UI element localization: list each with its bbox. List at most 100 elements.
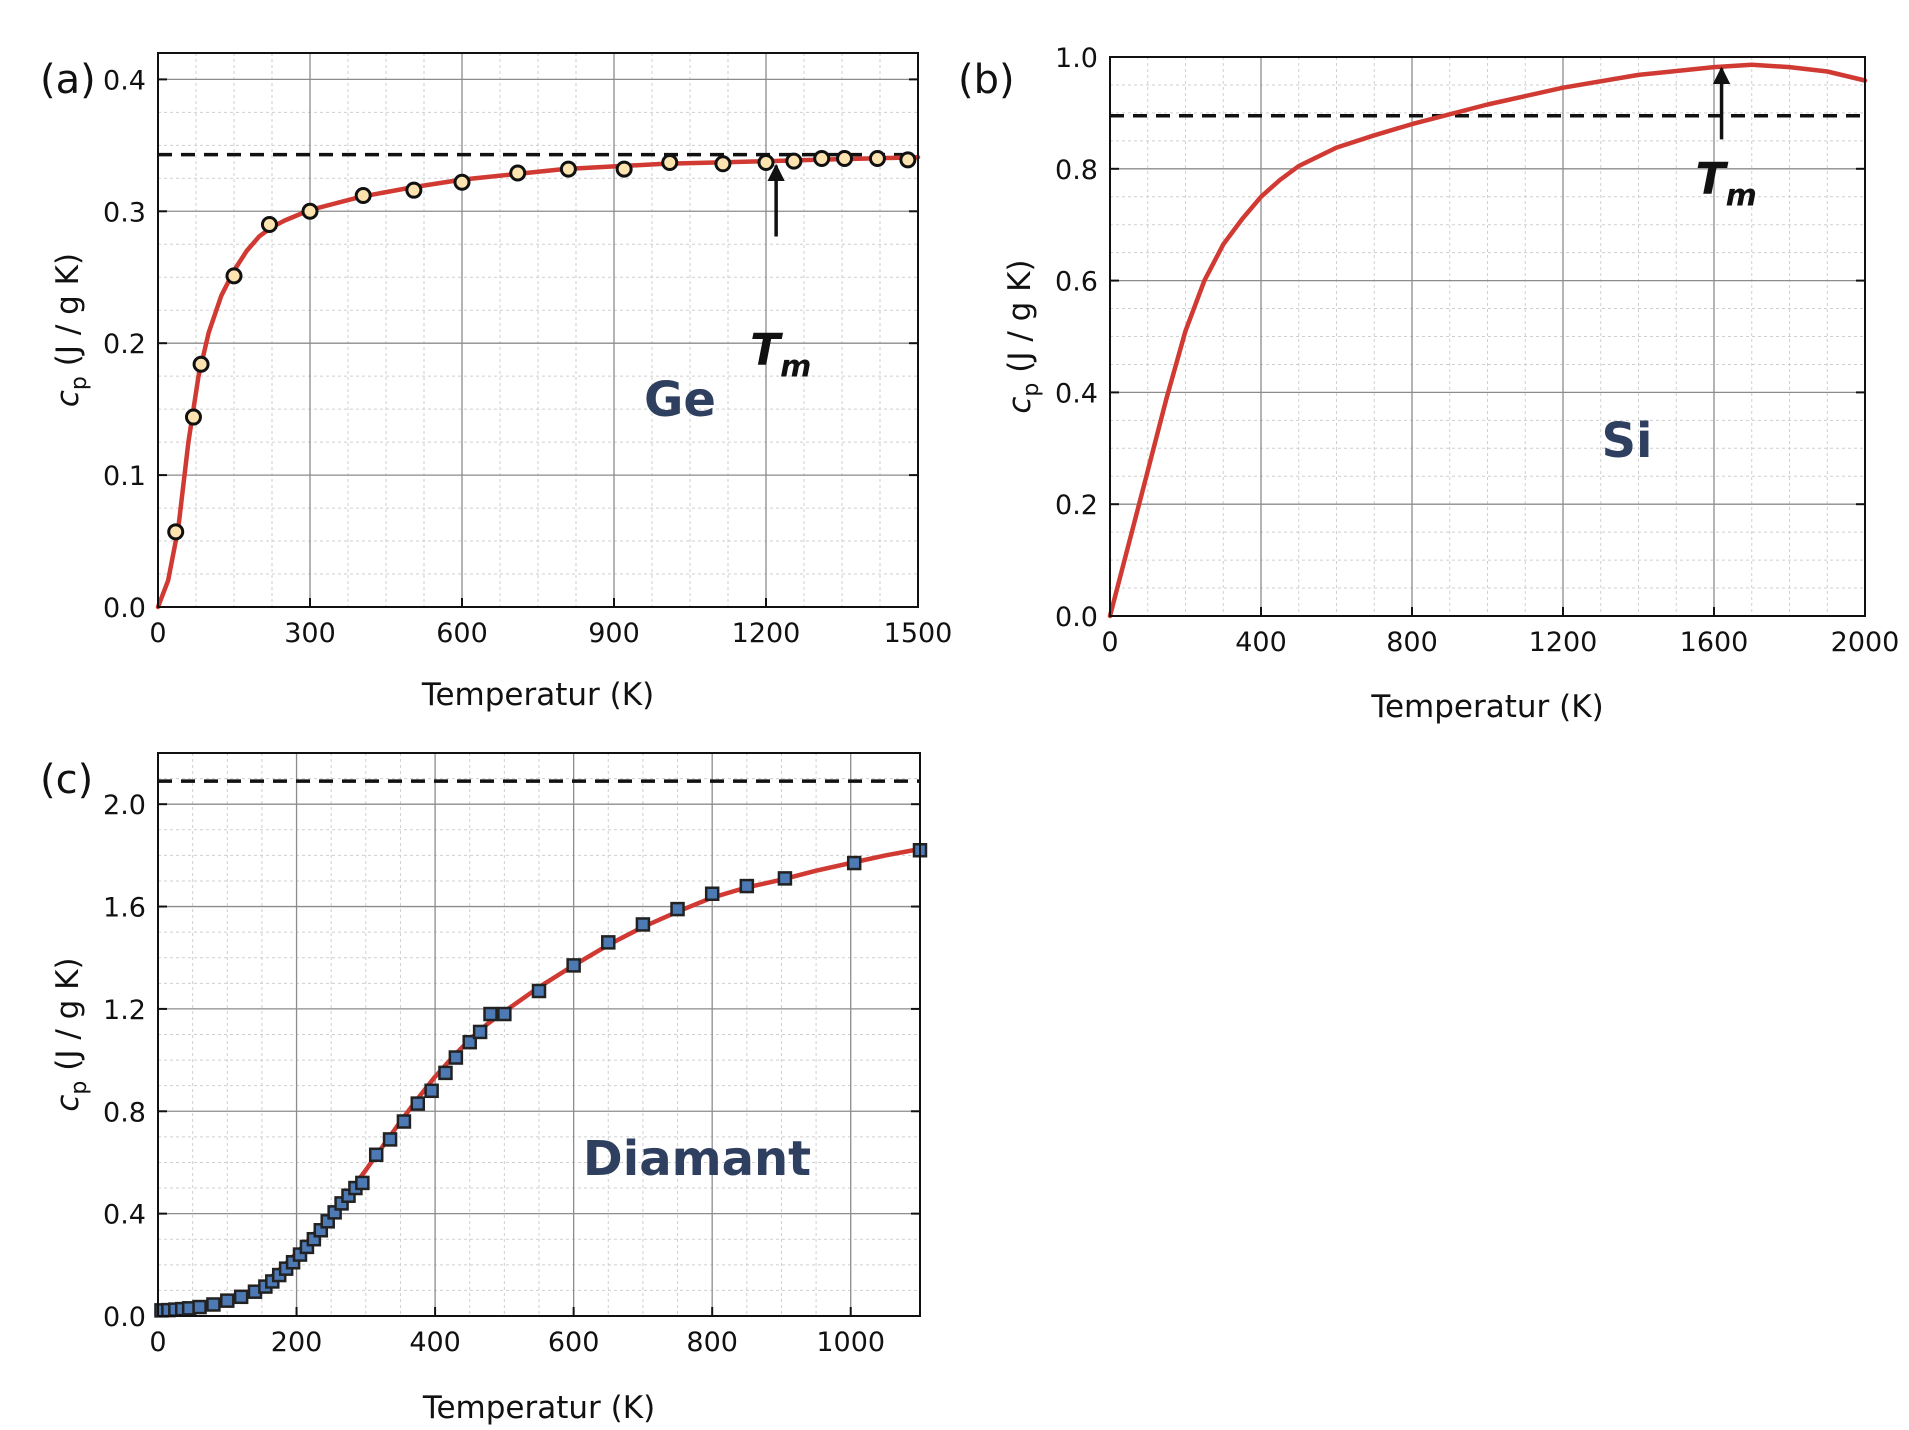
x-tick-label: 800 — [686, 1327, 738, 1358]
x-tick-label: 0 — [1101, 627, 1118, 658]
y-tick-label: 1.6 — [103, 893, 146, 924]
data-point — [167, 523, 185, 541]
panel-label: (b) — [958, 57, 1015, 103]
x-tick-label: 800 — [1386, 627, 1438, 658]
x-tick-label: 1600 — [1680, 627, 1749, 658]
y-tick-label: 0.2 — [103, 329, 146, 360]
y-tick-label: 0.0 — [1055, 602, 1098, 633]
x-tick-label: 600 — [548, 1327, 600, 1358]
chart-si: Tm 0 400 800 1200 1600 2000 0.0 0.2 0.4 0.6 0.8 1.0 T… — [958, 43, 1899, 725]
measured-points — [154, 842, 928, 1318]
tm-label: Tm — [1696, 153, 1757, 213]
data-point — [661, 153, 679, 171]
data-point — [601, 935, 616, 950]
data-point — [206, 1297, 221, 1312]
x-tick-label: 200 — [271, 1327, 323, 1358]
data-point — [813, 150, 831, 168]
data-point — [396, 1114, 412, 1129]
y-tick-label: 0.4 — [103, 65, 146, 96]
y-tick-label: 0.4 — [1055, 378, 1098, 409]
chart-diamant: 0 200 400 600 800 1000 0.0 0.4 0.8 1.2 1.6 2.0 Tempe… — [40, 752, 928, 1426]
panel-label: (a) — [40, 57, 96, 103]
y-tick-label: 0.3 — [103, 197, 146, 228]
tm-label: Tm — [750, 324, 811, 384]
data-point — [405, 181, 423, 199]
x-tick-label: 900 — [588, 618, 640, 649]
data-point — [354, 186, 372, 204]
y-tick-label: 2.0 — [103, 790, 146, 821]
data-point — [497, 1006, 512, 1022]
plot-frame — [157, 52, 919, 608]
data-point — [868, 150, 886, 168]
y-tick-label: 0.0 — [103, 593, 146, 624]
y-tick-label: 0.2 — [1055, 490, 1098, 521]
y-axis-label: cp (J / g K) — [50, 957, 92, 1111]
y-tick-label: 1.0 — [1055, 43, 1098, 74]
minor-grid — [158, 753, 920, 1316]
x-tick-label: 1500 — [884, 618, 953, 649]
data-point — [424, 1083, 439, 1099]
minor-grid — [158, 53, 918, 607]
data-point — [260, 215, 278, 233]
data-point — [531, 983, 547, 999]
data-point — [462, 1034, 477, 1050]
measured-points — [167, 150, 917, 541]
x-tick-label: 1200 — [732, 618, 801, 649]
panel-label: (c) — [40, 757, 93, 803]
data-point — [368, 1147, 384, 1163]
fit-curve — [1107, 62, 1868, 619]
x-tick-label: 1000 — [816, 1327, 885, 1358]
data-point — [301, 202, 319, 220]
data-point — [220, 1293, 235, 1308]
x-tick-label: 0 — [149, 1327, 166, 1358]
y-tick-label: 0.0 — [103, 1302, 146, 1333]
data-point — [899, 151, 917, 169]
major-grid — [157, 753, 920, 1317]
data-point — [704, 886, 720, 901]
y-tick-label: 0.6 — [1055, 267, 1098, 298]
x-tick-label: 1200 — [1529, 627, 1598, 658]
data-point — [785, 152, 803, 170]
chart-ge: Tm 0 300 600 900 1200 1500 0.0 0.1 0.2 0.3 0.4 Tempe… — [40, 52, 953, 713]
data-point — [836, 150, 854, 168]
data-point — [382, 1132, 398, 1147]
y-axis-label: cp (J / g K) — [1002, 259, 1044, 413]
data-point — [453, 173, 471, 191]
plot-frame — [1109, 56, 1866, 617]
plot-frame — [157, 752, 921, 1317]
data-point — [714, 155, 732, 173]
x-tick-label: 400 — [409, 1327, 461, 1358]
x-tick-label: 2000 — [1831, 627, 1900, 658]
x-axis-label: Temperatur (K) — [421, 677, 654, 713]
y-axis-label: cp (J / g K) — [50, 253, 92, 407]
data-point — [777, 871, 793, 886]
data-point — [615, 160, 633, 178]
material-label: Si — [1601, 413, 1652, 469]
material-label: Ge — [644, 372, 716, 428]
data-point — [757, 153, 775, 171]
x-axis-label: Temperatur (K) — [1370, 689, 1603, 725]
data-point — [192, 355, 210, 373]
material-label: Diamant — [583, 1131, 811, 1187]
y-tick-label: 0.8 — [1055, 155, 1098, 186]
data-point — [483, 1006, 498, 1022]
data-point — [355, 1175, 370, 1191]
data-point — [192, 1299, 207, 1315]
data-point — [670, 901, 685, 917]
x-tick-label: 0 — [149, 618, 166, 649]
data-point — [846, 855, 862, 871]
data-point — [184, 408, 202, 426]
y-tick-label: 0.4 — [103, 1200, 146, 1231]
data-point — [410, 1096, 426, 1111]
x-axis-label: Temperatur (K) — [422, 1390, 655, 1426]
y-tick-label: 1.2 — [103, 995, 146, 1026]
data-point — [448, 1050, 464, 1065]
data-point — [635, 917, 651, 932]
data-point — [225, 267, 243, 285]
data-point — [438, 1065, 453, 1081]
x-tick-label: 400 — [1235, 627, 1287, 658]
y-tick-label: 0.1 — [103, 461, 146, 492]
data-point — [472, 1024, 488, 1040]
x-tick-label: 600 — [436, 618, 488, 649]
y-tick-label: 0.8 — [103, 1097, 146, 1128]
